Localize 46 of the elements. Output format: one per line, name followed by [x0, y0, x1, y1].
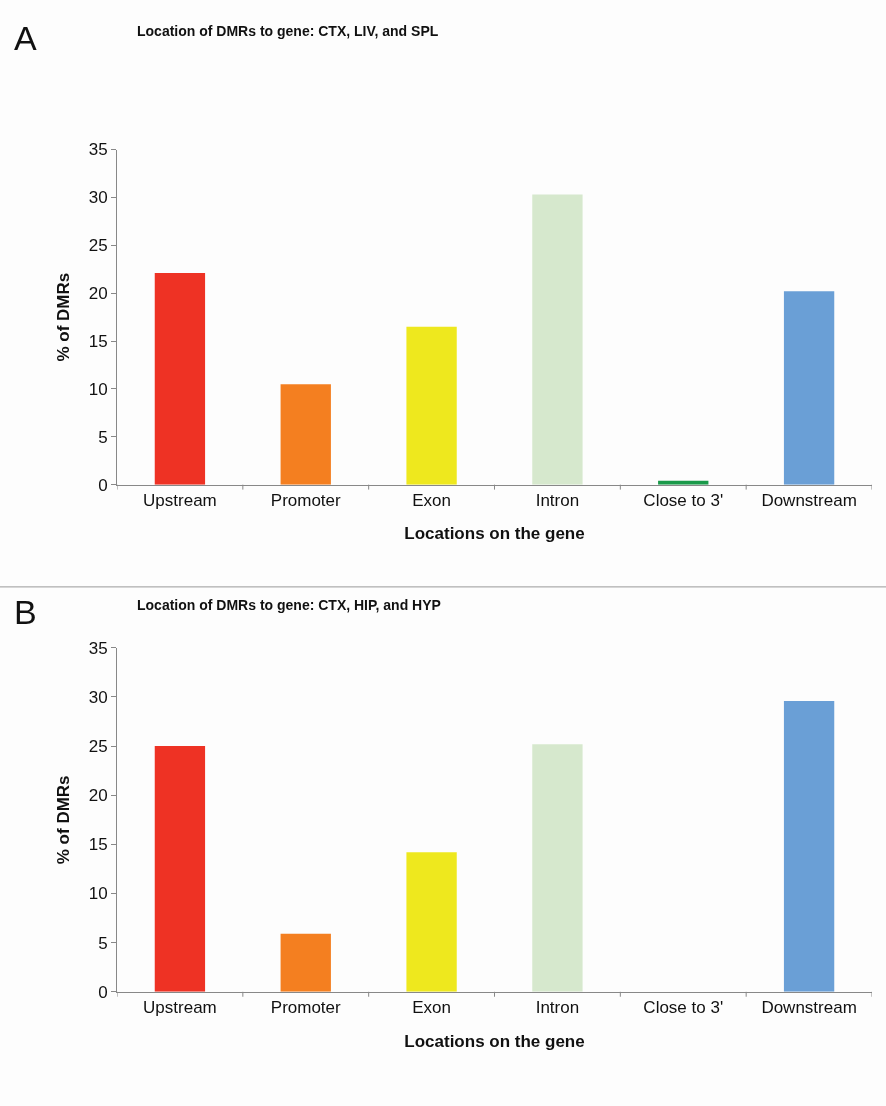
bar	[532, 194, 583, 485]
chart-title: Location of DMRs to gene: CTX, HIP, and HYP	[137, 597, 441, 613]
y-tick-label: 25	[88, 236, 108, 256]
x-tick-label: Intron	[535, 491, 580, 511]
y-tick-label: 35	[88, 140, 108, 160]
y-tick-label: 5	[98, 427, 108, 447]
y-tick-label: 35	[88, 638, 108, 658]
y-tick-label: 20	[88, 786, 108, 806]
bar	[532, 744, 583, 992]
x-tick-label: Upstream	[143, 998, 217, 1018]
x-axis-title: Locations on the gene	[404, 1031, 585, 1051]
bar	[783, 700, 835, 992]
x-tick-label: Downstream	[761, 998, 857, 1018]
y-tick-label: 15	[88, 835, 108, 855]
chart-title: Location of DMRs to gene: CTX, LIV, and SPL	[137, 23, 439, 39]
x-tick-label: Intron	[535, 998, 580, 1018]
x-tick-label: Promoter	[270, 491, 342, 511]
y-axis-title: % of DMRs	[54, 272, 74, 362]
x-tick-label: Promoter	[270, 998, 342, 1018]
y-tick-label: 10	[88, 884, 108, 904]
bar	[406, 326, 457, 485]
bar	[406, 852, 457, 992]
x-tick-label: Close to 3'	[643, 491, 724, 511]
y-tick-label: 15	[88, 332, 108, 351]
x-axis-title: Locations on the gene	[404, 524, 585, 544]
x-tick-label: Downstream	[761, 491, 857, 511]
y-tick-label: 0	[98, 475, 108, 495]
y-tick-label: 25	[88, 737, 108, 757]
y-tick-label: 10	[88, 379, 108, 399]
y-axis-title: % of DMRs	[54, 775, 74, 865]
bar	[280, 933, 331, 992]
text: A	[14, 19, 37, 57]
x-tick-label: Close to 3'	[643, 998, 724, 1018]
y-tick-label: 30	[88, 188, 108, 208]
y-tick-label: 0	[98, 982, 108, 1002]
bar	[154, 746, 206, 992]
y-tick-label: 30	[88, 687, 108, 707]
x-tick-label: Upstream	[143, 491, 217, 511]
y-tick-label: 5	[98, 933, 108, 953]
bar	[783, 291, 835, 485]
bar	[280, 384, 331, 485]
text: B	[14, 593, 37, 631]
x-tick-label: Exon	[412, 998, 451, 1018]
x-tick-label: Exon	[412, 491, 451, 511]
y-tick-label: 20	[88, 284, 108, 304]
bar	[154, 273, 206, 485]
